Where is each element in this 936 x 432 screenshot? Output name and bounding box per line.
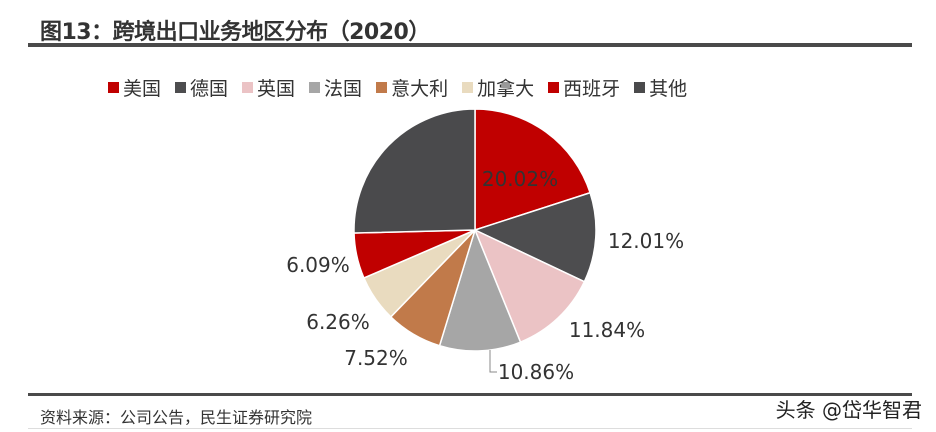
data-label: 6.26% (306, 310, 370, 334)
legend-item: 其他 (634, 74, 687, 101)
legend: 美国 德国 英国 法国 意大利 加拿大 西班牙 其他 (108, 74, 687, 101)
legend-swatch (242, 82, 254, 93)
data-label: 11.84% (569, 318, 645, 342)
title-rule (28, 43, 912, 47)
legend-label: 其他 (649, 78, 688, 100)
pie-slice (473, 228, 586, 344)
legend-label: 法国 (324, 78, 363, 100)
data-label: 20.02% (482, 167, 558, 191)
legend-label: 德国 (190, 78, 229, 100)
legend-item: 意大利 (376, 74, 448, 101)
legend-label: 美国 (123, 78, 162, 100)
legend-item: 美国 (108, 74, 161, 101)
legend-item: 英国 (242, 74, 295, 101)
legend-item: 德国 (175, 74, 228, 101)
data-label: 10.86% (498, 360, 574, 384)
legend-swatch (548, 82, 560, 93)
legend-label: 英国 (257, 78, 296, 100)
pie-slice (474, 108, 592, 232)
source-note: 资料来源：公司公告，民生证券研究院 (40, 408, 313, 427)
data-label: 7.52% (344, 346, 408, 370)
legend-label: 意大利 (391, 78, 449, 100)
leader-line (489, 350, 497, 373)
watermark: 头条 @岱华智君 (775, 398, 922, 422)
chart-title: 图13：跨境出口业务地区分布（2020） (40, 20, 430, 45)
pie-slice (438, 227, 522, 352)
data-label: 6.09% (286, 253, 350, 277)
legend-label: 加拿大 (477, 78, 535, 100)
legend-swatch (309, 82, 321, 93)
legend-label: 西班牙 (563, 78, 621, 100)
data-label: 12.01% (608, 229, 684, 253)
pie-slice (472, 191, 597, 283)
legend-swatch (634, 82, 646, 93)
bottom-rule (28, 428, 912, 429)
legend-swatch (108, 82, 119, 93)
legend-item: 加拿大 (462, 74, 534, 101)
legend-item: 西班牙 (548, 74, 620, 101)
footer-rule (28, 393, 912, 396)
pie-slice (353, 108, 476, 234)
legend-item: 法国 (309, 74, 362, 101)
legend-swatch (376, 82, 388, 93)
legend-swatch (175, 82, 187, 93)
legend-swatch (462, 82, 474, 93)
